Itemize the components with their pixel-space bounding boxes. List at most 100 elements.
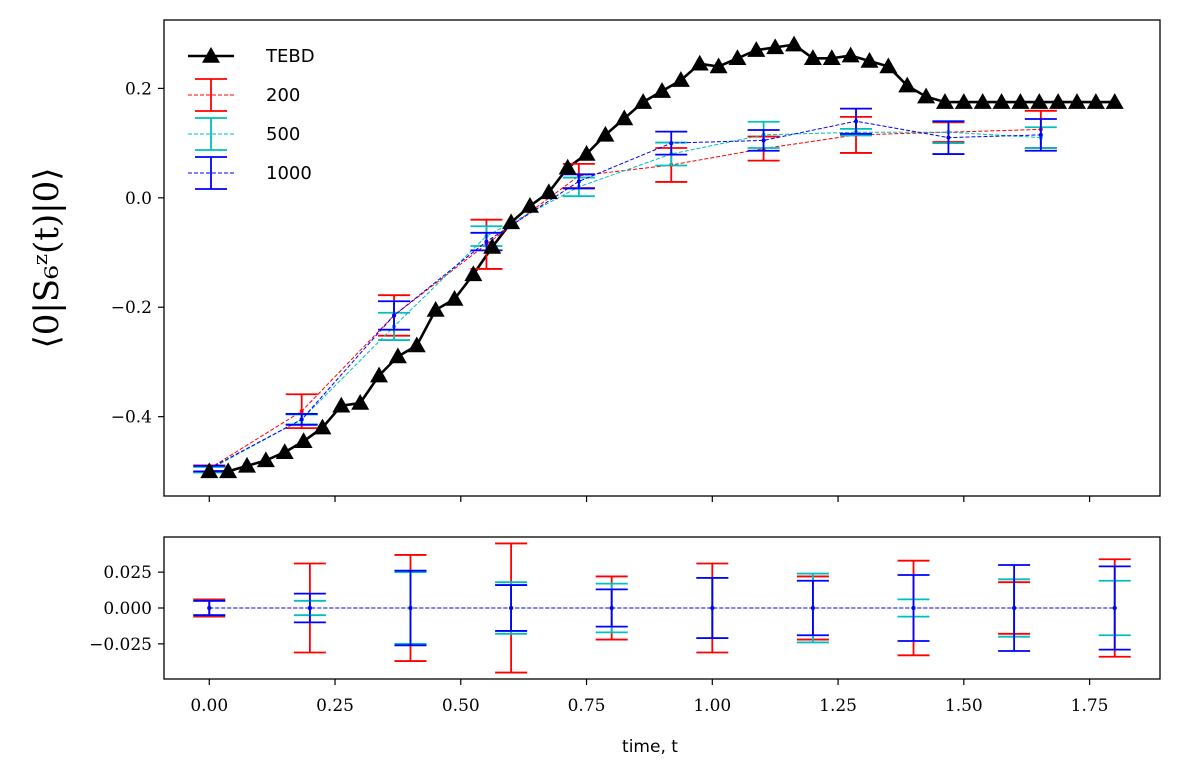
tebd-marker <box>388 347 407 364</box>
tebd-marker <box>1049 93 1068 109</box>
tebd-marker <box>653 82 671 98</box>
bottom-point-1000 <box>710 606 715 610</box>
x-axis-label: time, t <box>622 737 678 757</box>
tebd-marker <box>634 93 653 109</box>
top-series-line-200 <box>209 128 1041 470</box>
bottom-x-tick-label: 1.25 <box>819 696 857 716</box>
bottom-x-tick-label: 0.00 <box>190 696 228 716</box>
tebd-marker <box>841 46 860 63</box>
top-point-1000 <box>392 313 397 318</box>
tebd-marker <box>992 93 1011 109</box>
tebd-marker <box>671 71 690 87</box>
legend-label: TEBD <box>265 46 315 67</box>
bottom-point-1000 <box>1112 606 1117 610</box>
tebd-marker <box>1086 93 1105 109</box>
top-point-1000 <box>761 138 766 143</box>
tebd-marker <box>860 52 879 68</box>
bottom-point-1000 <box>307 606 312 610</box>
tebd-marker <box>709 57 728 74</box>
tebd-marker <box>917 87 936 104</box>
bottom-x-tick-label: 0.75 <box>568 696 606 716</box>
tebd-marker <box>464 265 483 282</box>
top-y-tick-label: −0.4 <box>111 408 152 428</box>
bottom-y-ticks: −0.025 0.000 0.025 <box>89 563 164 655</box>
bottom-y-tick-label: 0.000 <box>103 599 152 619</box>
tebd-marker <box>256 451 275 468</box>
top-y-tick-label: −0.2 <box>111 298 152 318</box>
top-y-tick-label: 0.0 <box>125 189 152 209</box>
tebd-marker <box>445 290 464 306</box>
tebd-marker <box>1011 93 1030 109</box>
bottom-point-1000 <box>609 606 614 610</box>
top-plot-frame <box>163 19 1161 497</box>
tebd-marker <box>219 462 238 479</box>
tebd-marker <box>483 238 502 254</box>
tebd-marker <box>879 57 898 74</box>
top-y-axis-label: ⟨0|S₆ᶻ(t)|0⟩ <box>27 167 67 348</box>
legend: TEBD 200 500 1000 <box>188 46 315 190</box>
bottom-y-tick-label: 0.025 <box>103 563 152 583</box>
top-point-1000 <box>1038 132 1043 137</box>
top-y-tick-label: 0.2 <box>125 79 152 99</box>
bottom-point-1000 <box>1012 606 1017 610</box>
bottom-y-tick-label: −0.025 <box>89 635 152 655</box>
tebd-marker <box>973 93 992 109</box>
tebd-marker <box>370 366 389 383</box>
tebd-marker <box>935 93 954 109</box>
tebd-marker <box>1030 93 1049 109</box>
tebd-marker <box>615 109 634 126</box>
tebd-marker <box>596 125 615 142</box>
tebd-marker <box>747 41 766 57</box>
top-point-1000 <box>669 141 674 146</box>
legend-tebd-marker <box>202 47 220 63</box>
top-x-ticks <box>208 496 1091 502</box>
bottom-point-1000 <box>509 606 514 610</box>
tebd-marker <box>313 418 332 435</box>
bottom-x-ticks: 0.00 0.25 0.50 0.75 1.00 1.25 1.50 1.75 <box>190 679 1109 716</box>
tebd-marker <box>822 49 841 66</box>
bottom-point-1000 <box>408 606 413 610</box>
legend-label: 1000 <box>266 163 312 184</box>
top-series-line-1000 <box>209 120 1041 470</box>
tebd-marker <box>200 462 219 479</box>
tebd-marker <box>520 197 539 213</box>
tebd-marker <box>407 336 426 353</box>
tebd-marker <box>502 213 521 230</box>
top-point-1000 <box>576 179 581 184</box>
top-panel: −0.4 −0.2 0.0 0.2 ⟨0|S₆ᶻ(t)|0⟩ TEBD 200 500 10… <box>27 19 1161 502</box>
bottom-point-1000 <box>810 606 815 610</box>
tebd-marker <box>577 145 596 161</box>
top-point-1000 <box>299 417 304 422</box>
tebd-marker <box>690 54 709 71</box>
bottom-plot-marks <box>193 542 1131 674</box>
top-point-1000 <box>946 135 951 140</box>
tebd-marker <box>1068 93 1086 109</box>
tebd-marker <box>426 300 445 317</box>
tebd-marker <box>539 183 558 200</box>
tebd-marker <box>803 49 822 66</box>
tebd-marker <box>1105 93 1124 109</box>
bottom-x-tick-label: 0.50 <box>442 696 480 716</box>
bottom-x-tick-label: 1.75 <box>1071 696 1109 716</box>
bottom-x-tick-label: 1.00 <box>693 696 731 716</box>
tebd-marker <box>351 393 370 410</box>
bottom-panel: −0.025 0.000 0.025 0.00 0.25 0.50 0.75 1.00 1.2… <box>89 536 1161 757</box>
tebd-marker <box>785 35 804 52</box>
top-plot-marks <box>193 35 1124 479</box>
top-point-200 <box>299 409 304 414</box>
legend-label: 500 <box>266 124 300 145</box>
top-series-line-500 <box>209 131 1041 471</box>
bottom-point-1000 <box>207 606 212 610</box>
top-point-1000 <box>484 239 489 244</box>
tebd-marker <box>294 432 313 449</box>
legend-label: 200 <box>266 85 300 106</box>
tebd-marker <box>766 38 785 55</box>
top-y-ticks: −0.4 −0.2 0.0 0.2 <box>111 79 164 428</box>
tebd-marker <box>332 396 351 413</box>
tebd-marker <box>275 443 294 459</box>
tebd-marker <box>238 456 256 473</box>
tebd-marker <box>558 158 577 175</box>
top-point-1000 <box>854 119 859 124</box>
bottom-x-tick-label: 1.50 <box>945 696 983 716</box>
